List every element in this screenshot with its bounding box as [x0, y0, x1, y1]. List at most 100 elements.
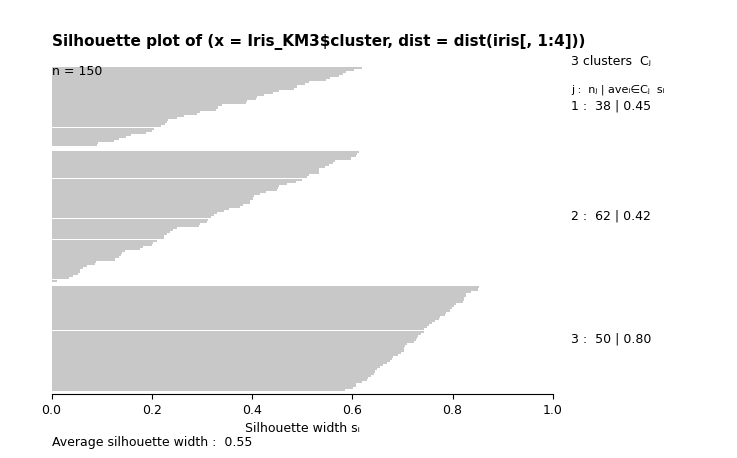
- Bar: [52, 218, 208, 221]
- Bar: [52, 132, 146, 134]
- Bar: [52, 301, 463, 303]
- Bar: [52, 162, 333, 164]
- Bar: [52, 248, 140, 250]
- Bar: [52, 168, 319, 170]
- Bar: [52, 212, 217, 214]
- Bar: [52, 310, 450, 311]
- Bar: [52, 121, 167, 123]
- Bar: [52, 366, 380, 368]
- Bar: [52, 117, 177, 119]
- Bar: [52, 242, 153, 244]
- Bar: [52, 140, 113, 142]
- Bar: [52, 127, 154, 130]
- Bar: [52, 279, 57, 282]
- Bar: [52, 373, 374, 375]
- Bar: [52, 158, 351, 159]
- Bar: [52, 305, 453, 307]
- Bar: [52, 164, 329, 166]
- Text: 3 clusters  Cⱼ: 3 clusters Cⱼ: [571, 55, 652, 68]
- Bar: [52, 197, 253, 200]
- Bar: [52, 196, 254, 197]
- Bar: [52, 142, 97, 144]
- Bar: [52, 189, 277, 191]
- Bar: [52, 104, 222, 106]
- Bar: [52, 237, 164, 240]
- Bar: [52, 109, 216, 111]
- Bar: [52, 98, 256, 100]
- Bar: [52, 326, 427, 328]
- Bar: [52, 90, 279, 92]
- Bar: [52, 216, 211, 218]
- Bar: [52, 106, 217, 109]
- Bar: [52, 345, 405, 347]
- Bar: [52, 258, 115, 261]
- Bar: [52, 278, 69, 279]
- Bar: [52, 193, 260, 195]
- Bar: [52, 92, 273, 94]
- Bar: [52, 119, 169, 121]
- Bar: [52, 320, 435, 322]
- Bar: [52, 316, 441, 318]
- Bar: [52, 265, 88, 267]
- Bar: [52, 202, 250, 204]
- Bar: [52, 289, 478, 290]
- Bar: [52, 267, 83, 269]
- Bar: [52, 343, 408, 345]
- Bar: [52, 261, 96, 262]
- Bar: [52, 375, 371, 377]
- Bar: [52, 273, 78, 275]
- Bar: [52, 389, 345, 392]
- Bar: [52, 297, 464, 299]
- Bar: [52, 125, 161, 127]
- Bar: [52, 271, 80, 273]
- Bar: [52, 318, 439, 320]
- Bar: [52, 172, 319, 174]
- Bar: [52, 204, 242, 206]
- Bar: [52, 256, 119, 258]
- Bar: [52, 377, 368, 379]
- Bar: [52, 387, 353, 389]
- Bar: [52, 328, 425, 331]
- Bar: [52, 225, 199, 227]
- Bar: [52, 94, 265, 96]
- Bar: [52, 115, 184, 117]
- Bar: [52, 254, 121, 256]
- Bar: [52, 159, 335, 162]
- Bar: [52, 360, 390, 362]
- Bar: [52, 379, 367, 381]
- X-axis label: Silhouette width sᵢ: Silhouette width sᵢ: [245, 422, 360, 435]
- Bar: [52, 223, 200, 225]
- Bar: [52, 83, 304, 85]
- Bar: [52, 311, 446, 314]
- Bar: [52, 77, 330, 79]
- Bar: [52, 96, 256, 98]
- Bar: [52, 235, 164, 237]
- Bar: [52, 206, 240, 208]
- Bar: [52, 356, 393, 358]
- Bar: [52, 136, 126, 138]
- Bar: [52, 269, 80, 271]
- Bar: [52, 153, 357, 155]
- Bar: [52, 73, 343, 75]
- Bar: [52, 71, 346, 73]
- Bar: [52, 123, 164, 125]
- Bar: [52, 229, 172, 231]
- Bar: [52, 134, 131, 136]
- Bar: [52, 87, 293, 90]
- Bar: [52, 368, 377, 371]
- Bar: [52, 263, 94, 265]
- Text: 1 :  38 | 0.45: 1 : 38 | 0.45: [571, 100, 652, 113]
- Bar: [52, 214, 214, 216]
- Bar: [52, 185, 279, 187]
- Bar: [52, 75, 339, 77]
- Bar: [52, 339, 416, 341]
- Bar: [52, 362, 387, 364]
- Bar: [52, 221, 206, 223]
- Bar: [52, 293, 466, 294]
- Bar: [52, 333, 422, 335]
- Bar: [52, 383, 356, 385]
- Bar: [52, 166, 325, 168]
- Bar: [52, 371, 375, 372]
- Bar: [52, 69, 354, 71]
- Bar: [52, 286, 479, 289]
